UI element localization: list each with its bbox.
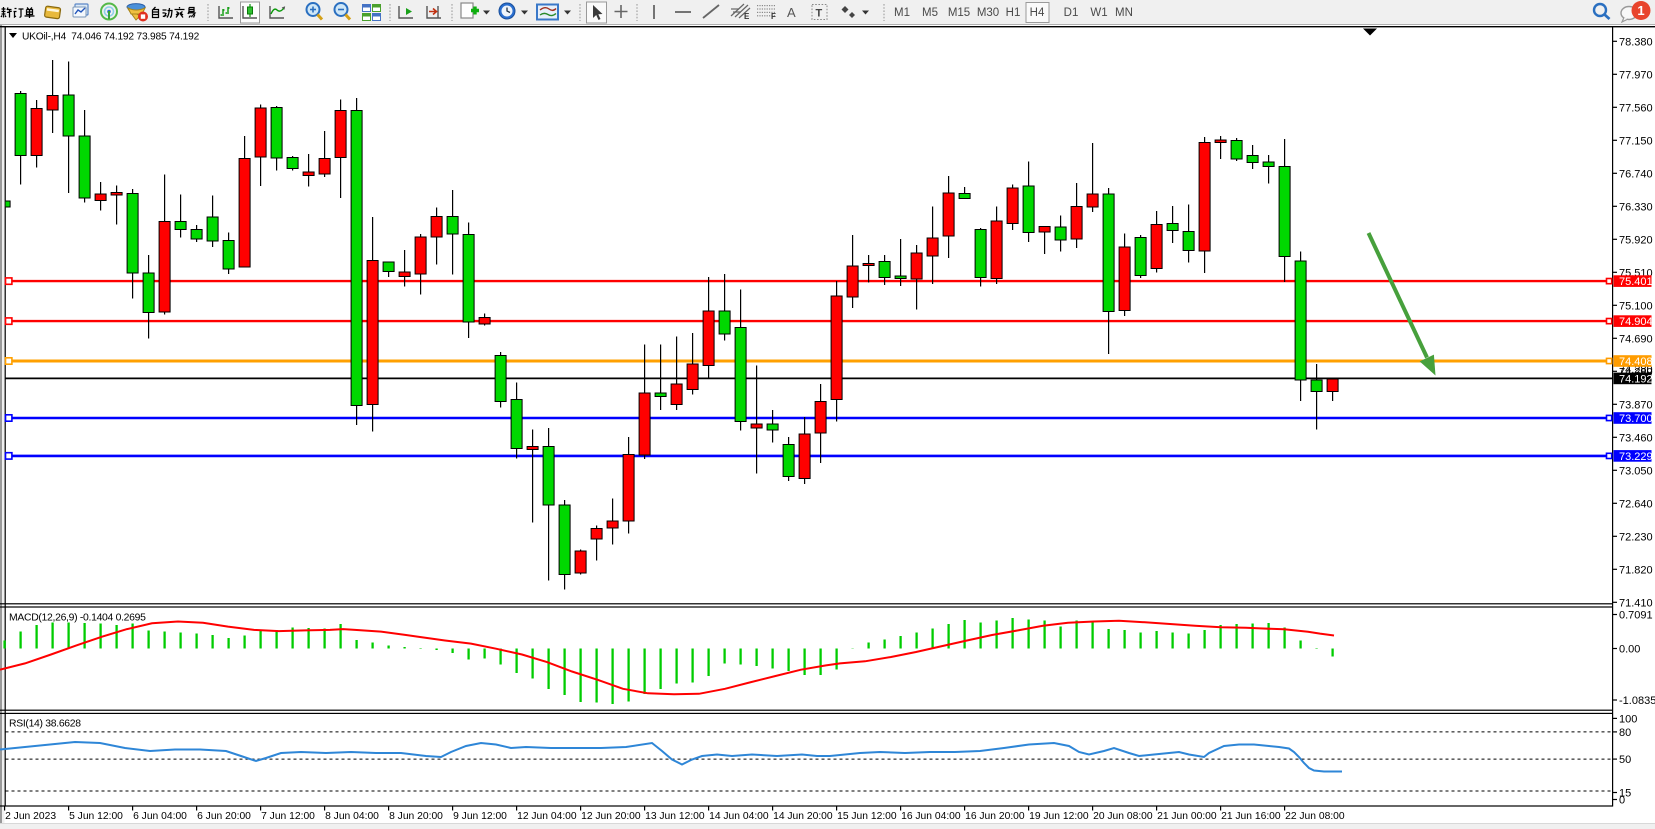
svg-text:77.970: 77.970 [1619, 69, 1653, 81]
svg-text:F: F [771, 12, 776, 21]
svg-text:74.690: 74.690 [1619, 333, 1653, 345]
svg-text:8 Jun 20:00: 8 Jun 20:00 [389, 811, 443, 822]
svg-text:8 Jun 04:00: 8 Jun 04:00 [325, 811, 379, 822]
svg-text:14 Jun 04:00: 14 Jun 04:00 [709, 811, 769, 822]
svg-text:2 Jun 2023: 2 Jun 2023 [5, 811, 56, 822]
svg-text:M15: M15 [948, 7, 970, 19]
svg-text:21 Jun 16:00: 21 Jun 16:00 [1221, 811, 1281, 822]
svg-text:21 Jun 00:00: 21 Jun 00:00 [1157, 811, 1217, 822]
svg-text:15 Jun 12:00: 15 Jun 12:00 [837, 811, 897, 822]
svg-text:13 Jun 12:00: 13 Jun 12:00 [645, 811, 705, 822]
svg-text:73.700: 73.700 [1619, 413, 1653, 425]
svg-text:78.380: 78.380 [1619, 36, 1653, 48]
svg-text:16 Jun 04:00: 16 Jun 04:00 [901, 811, 961, 822]
svg-text:100: 100 [1619, 713, 1637, 725]
svg-text:16 Jun 20:00: 16 Jun 20:00 [965, 811, 1025, 822]
svg-text:80: 80 [1619, 727, 1631, 739]
svg-text:5 Jun 12:00: 5 Jun 12:00 [69, 811, 123, 822]
svg-text:T: T [816, 8, 823, 20]
svg-text:74.192: 74.192 [1619, 373, 1653, 385]
svg-text:76.740: 76.740 [1619, 168, 1653, 180]
svg-text:H4: H4 [1030, 7, 1045, 19]
svg-text:20 Jun 08:00: 20 Jun 08:00 [1093, 811, 1153, 822]
svg-text:0.7091: 0.7091 [1619, 610, 1653, 622]
svg-text:75.920: 75.920 [1619, 234, 1653, 246]
svg-text:14 Jun 20:00: 14 Jun 20:00 [773, 811, 833, 822]
svg-text:77.150: 77.150 [1619, 135, 1653, 147]
svg-text:RSI(14) 38.6628: RSI(14) 38.6628 [9, 719, 81, 730]
svg-text:9 Jun 12:00: 9 Jun 12:00 [453, 811, 507, 822]
svg-text:0.00: 0.00 [1619, 644, 1640, 656]
svg-text:W1: W1 [1090, 7, 1107, 19]
svg-text:73.229: 73.229 [1619, 451, 1653, 463]
svg-text:D1: D1 [1064, 7, 1079, 19]
svg-text:50: 50 [1619, 754, 1631, 766]
svg-text:6 Jun 20:00: 6 Jun 20:00 [197, 811, 251, 822]
svg-text:12 Jun 04:00: 12 Jun 04:00 [517, 811, 577, 822]
svg-text:MACD(12,26,9) -0.1404 0.2695: MACD(12,26,9) -0.1404 0.2695 [9, 613, 146, 624]
svg-text:71.820: 71.820 [1619, 564, 1653, 576]
svg-text:7 Jun 12:00: 7 Jun 12:00 [261, 811, 315, 822]
svg-text:76.330: 76.330 [1619, 201, 1653, 213]
svg-text:77.560: 77.560 [1619, 102, 1653, 114]
svg-text:12 Jun 20:00: 12 Jun 20:00 [581, 811, 641, 822]
svg-text:MN: MN [1115, 7, 1133, 19]
svg-text:UKOil-,H4 74.046 74.192 73.98: UKOil-,H4 74.046 74.192 73.985 74.192 [22, 32, 200, 43]
svg-text:73.460: 73.460 [1619, 432, 1653, 444]
svg-text:72.640: 72.640 [1619, 498, 1653, 510]
svg-text:15: 15 [1619, 788, 1631, 800]
svg-text:-1.0835: -1.0835 [1619, 695, 1655, 707]
svg-text:19 Jun 12:00: 19 Jun 12:00 [1029, 811, 1089, 822]
svg-text:0: 0 [1619, 795, 1625, 807]
svg-text:71.410: 71.410 [1619, 597, 1653, 609]
svg-text:73.050: 73.050 [1619, 465, 1653, 477]
svg-text:M30: M30 [977, 7, 999, 19]
svg-text:E: E [744, 12, 750, 21]
svg-text:A: A [787, 5, 796, 20]
svg-text:75.100: 75.100 [1619, 300, 1653, 312]
svg-text:H1: H1 [1006, 7, 1021, 19]
svg-text:74.904: 74.904 [1619, 316, 1653, 328]
svg-text:22 Jun 08:00: 22 Jun 08:00 [1285, 811, 1345, 822]
svg-text:1: 1 [1637, 3, 1644, 18]
svg-text:M1: M1 [894, 7, 910, 19]
svg-text:73.870: 73.870 [1619, 399, 1653, 411]
svg-text:74.408: 74.408 [1619, 356, 1653, 368]
svg-text:72.230: 72.230 [1619, 531, 1653, 543]
svg-text:75.401: 75.401 [1619, 276, 1653, 288]
svg-text:M5: M5 [922, 7, 938, 19]
svg-text:6 Jun 04:00: 6 Jun 04:00 [133, 811, 187, 822]
